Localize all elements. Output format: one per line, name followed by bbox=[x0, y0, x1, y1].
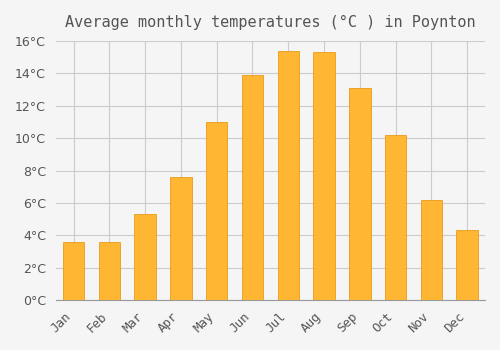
Bar bbox=[349, 88, 370, 300]
Bar bbox=[134, 214, 156, 300]
Bar bbox=[420, 200, 442, 300]
Bar bbox=[170, 177, 192, 300]
Bar bbox=[314, 52, 335, 300]
Bar bbox=[278, 51, 299, 300]
Bar bbox=[63, 242, 84, 300]
Bar bbox=[456, 231, 478, 300]
Bar bbox=[242, 75, 263, 300]
Bar bbox=[385, 135, 406, 300]
Bar bbox=[206, 122, 228, 300]
Title: Average monthly temperatures (°C ) in Poynton: Average monthly temperatures (°C ) in Po… bbox=[65, 15, 476, 30]
Bar bbox=[98, 242, 120, 300]
